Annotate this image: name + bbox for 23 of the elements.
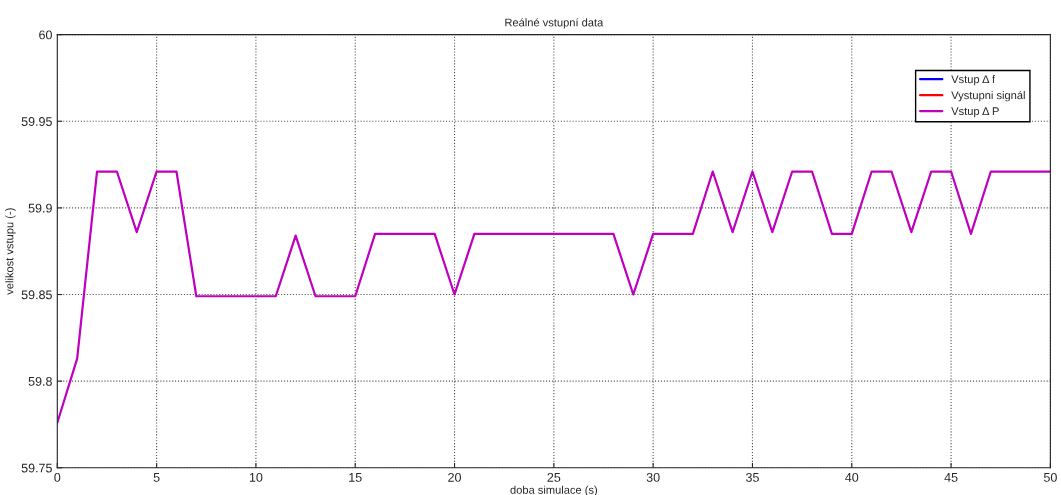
x-tick-label: 35 <box>745 472 759 482</box>
line-series <box>57 170 1051 424</box>
x-tick-label: 15 <box>349 473 362 482</box>
x-tick-label: 0 <box>54 472 61 482</box>
y-tick-label: 59.8 <box>28 376 52 386</box>
x-tick-label: 40 <box>845 472 859 482</box>
y-tick-label: 59.95 <box>21 117 52 126</box>
x-tick-label: 30 <box>646 472 660 482</box>
x-tick-label: 20 <box>448 472 461 482</box>
y-tick-label: 59.85 <box>21 290 52 300</box>
x-tick-label: 25 <box>547 472 561 482</box>
x-tick-label: 50 <box>1043 472 1057 482</box>
x-tick-label: 10 <box>249 472 263 482</box>
x-tick-label: 45 <box>944 473 958 482</box>
legend-label: Vstup Δ f <box>951 74 996 86</box>
y-tick-label: 59.9 <box>28 203 52 213</box>
legend-label: Vystupni signál <box>951 90 1025 102</box>
y-tick-label: 59.75 <box>21 463 52 473</box>
x-tick-label: 5 <box>153 473 160 482</box>
y-tick-label: 60 <box>39 30 52 40</box>
y-axis-title: velikost vstupu (-) <box>5 208 16 295</box>
legend-label: Vstup Δ P <box>951 107 999 118</box>
chart-title: Reálné vstupní data <box>505 18 604 29</box>
